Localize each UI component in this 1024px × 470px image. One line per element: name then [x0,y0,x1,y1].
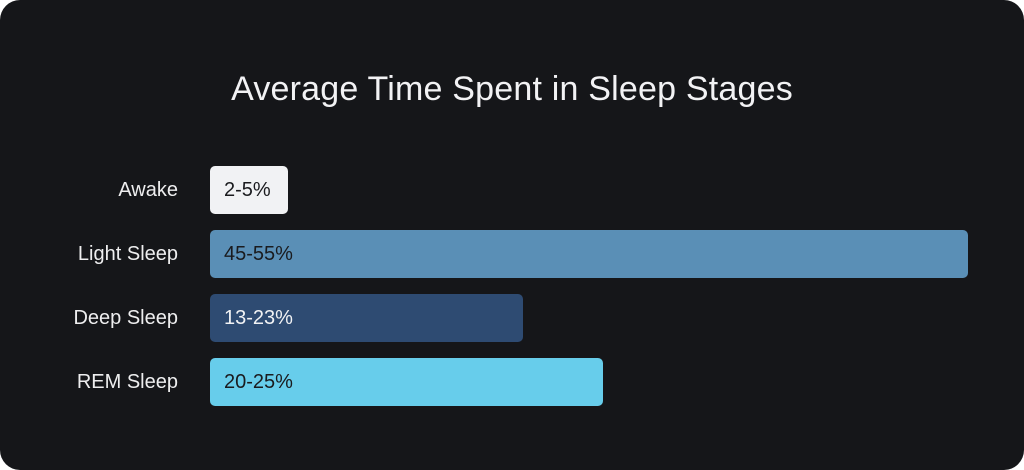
bar-row: Deep Sleep 13-23% [0,294,1024,342]
data-label: 2-5% [224,179,271,201]
category-label: Light Sleep [77,243,178,265]
chart-title: Average Time Spent in Sleep Stages [231,70,793,108]
bar-row: Awake 2-5% [0,166,1024,214]
category-label: Deep Sleep [73,307,178,329]
bar: 45-55% [210,230,968,278]
bar-row: REM Sleep 20-25% [0,358,1024,406]
bar: 2-5% [210,166,288,214]
category-label: Awake [118,179,178,201]
bar: 13-23% [210,294,523,342]
bar-row: Light Sleep 45-55% [0,230,1024,278]
data-label: 20-25% [224,371,293,393]
data-label: 13-23% [224,307,293,329]
bar: 20-25% [210,358,603,406]
category-label: REM Sleep [76,371,178,393]
data-label: 45-55% [224,243,293,265]
